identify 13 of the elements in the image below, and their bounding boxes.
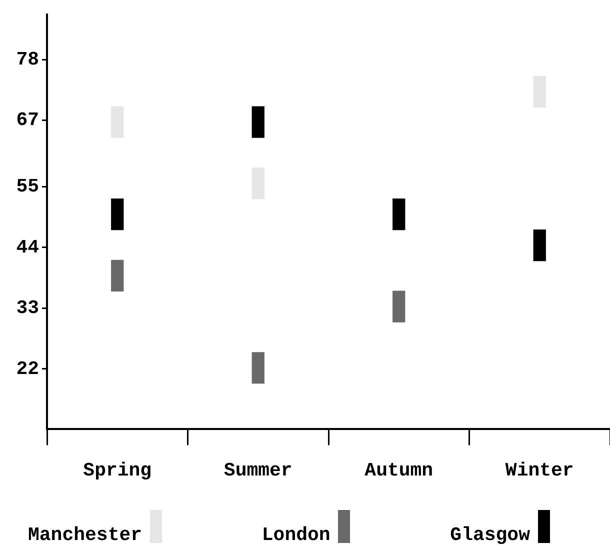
y-tick-label: 67: [16, 109, 39, 132]
y-tick-label: 44: [16, 236, 39, 258]
y-tick-label: 55: [16, 176, 39, 198]
x-tick-label: Summer: [224, 459, 292, 482]
legend-label: London: [262, 524, 330, 546]
x-tick-label: Winter: [505, 459, 574, 482]
legend-label: Manchester: [28, 524, 142, 546]
x-tick-label: Autumn: [364, 459, 434, 482]
y-tick-label: 78: [16, 48, 39, 70]
y-tick-label: 22: [16, 358, 39, 380]
x-tick-label: Spring: [83, 459, 152, 482]
y-tick-label: 33: [16, 297, 39, 320]
legend-label: Glasgow: [450, 524, 530, 546]
